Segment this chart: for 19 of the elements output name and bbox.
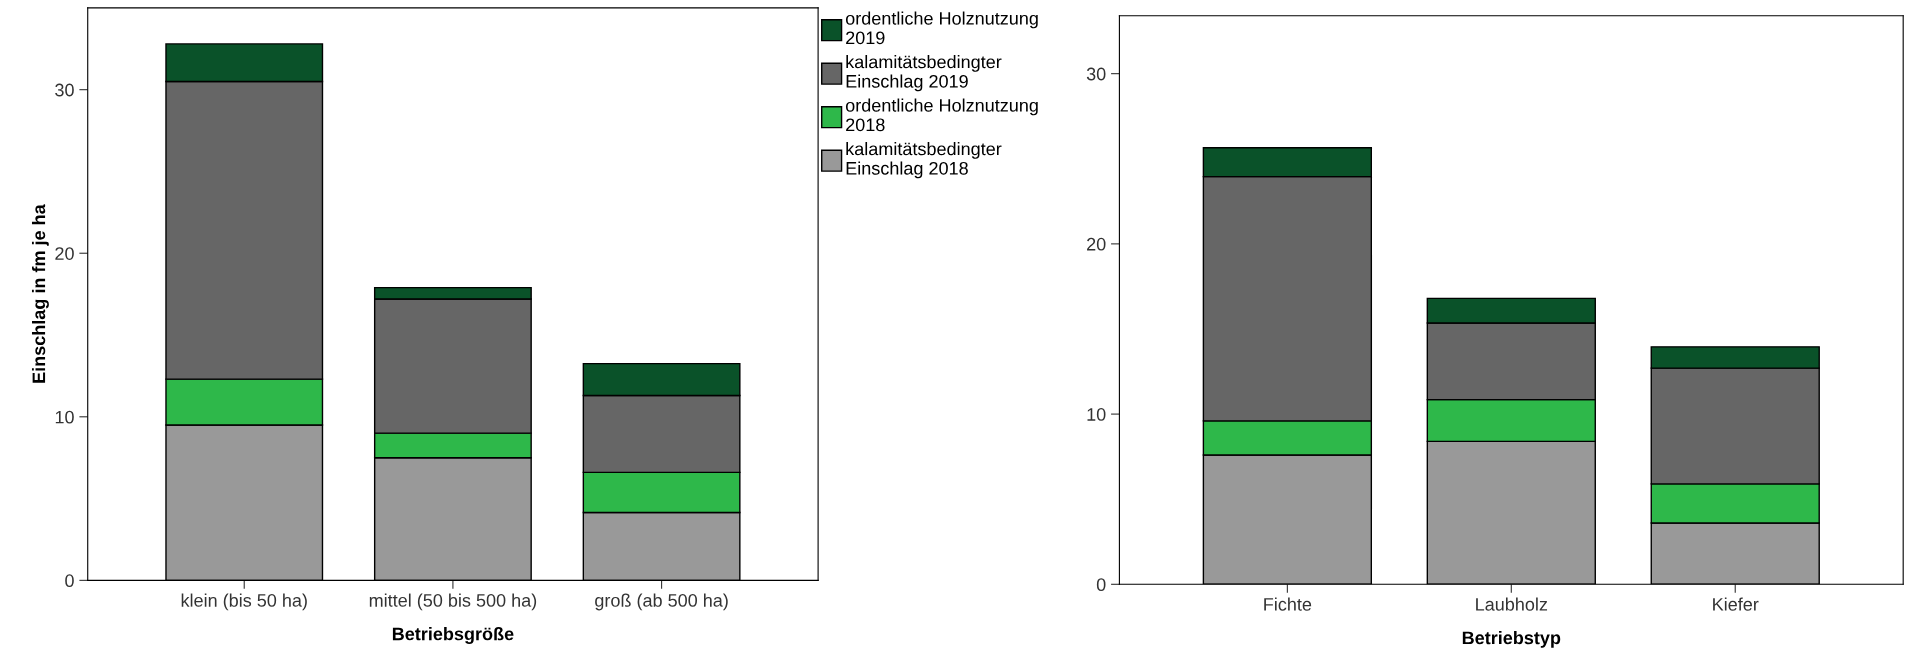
legend-label: kalamitätsbedingter Einschlag 2019 bbox=[846, 55, 1002, 92]
y-tick-label: 30 bbox=[55, 83, 74, 97]
x-axis-title: Betriebsgröße bbox=[392, 627, 514, 644]
y-tick-label: 0 bbox=[65, 574, 74, 588]
x-tick-label: klein (bis 50 ha) bbox=[181, 593, 307, 611]
y-tick-label: 10 bbox=[1087, 408, 1106, 421]
y-tick-label: 30 bbox=[1086, 67, 1106, 81]
legend-label: kalamitätsbedingter Einschlag 2018 bbox=[846, 142, 1002, 179]
x-tick-label: Laubholz bbox=[1476, 597, 1548, 611]
x-tick-label: groß (ab 500 ha) bbox=[595, 593, 728, 611]
x-tick-label: Fichte bbox=[1264, 597, 1312, 611]
x-tick-label: Kiefer bbox=[1713, 597, 1759, 611]
y-tick-label: 0 bbox=[1096, 578, 1106, 592]
y-tick-label: 20 bbox=[1087, 237, 1106, 251]
x-tick-label: mittel (50 bis 500 ha) bbox=[369, 593, 537, 611]
x-axis-title: Betriebstyp bbox=[1462, 631, 1561, 648]
y-tick-label: 20 bbox=[55, 247, 74, 260]
y-tick-label: 10 bbox=[55, 410, 74, 424]
y-axis-title: Einschlag in fm je ha bbox=[31, 204, 49, 383]
